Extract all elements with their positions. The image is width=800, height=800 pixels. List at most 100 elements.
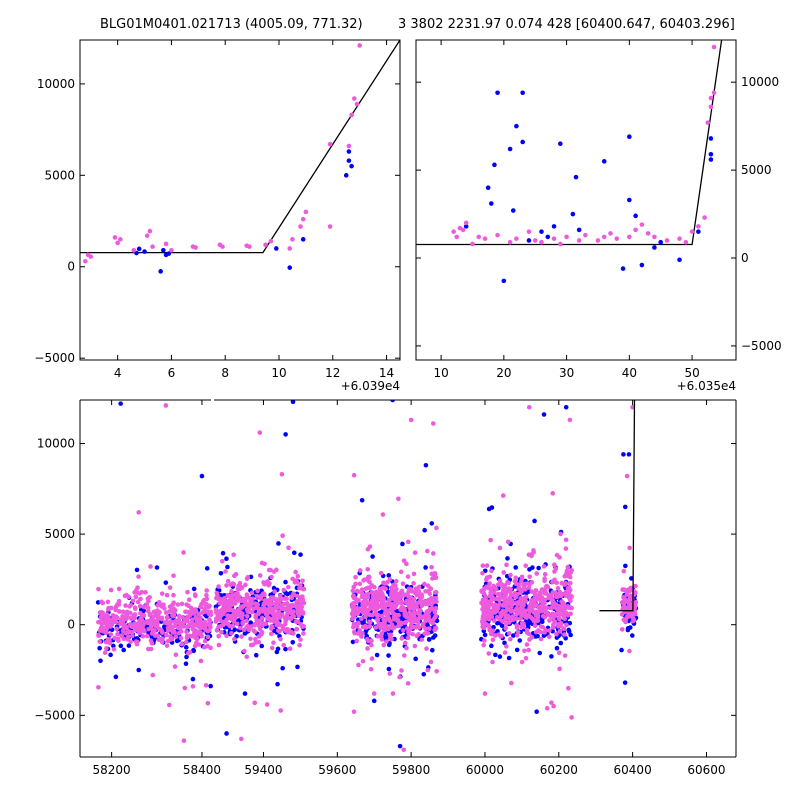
data-point-pink: [176, 630, 182, 636]
data-point-pink: [518, 596, 523, 601]
data-point-blue: [108, 652, 113, 658]
data-point-blue: [495, 90, 500, 96]
data-point-pink: [268, 631, 274, 637]
data-point-pink: [369, 603, 375, 609]
data-point-pink: [206, 604, 212, 610]
data-point-pink: [277, 593, 283, 599]
data-point-pink: [123, 603, 128, 608]
data-point-pink: [399, 636, 405, 641]
x-tick-label: 59800: [392, 763, 430, 777]
data-point-pink: [115, 240, 120, 246]
data-point-pink: [300, 578, 305, 584]
data-point-pink: [531, 610, 537, 615]
data-point-pink: [526, 585, 532, 590]
data-point-blue: [276, 541, 281, 546]
data-point-pink: [569, 594, 574, 599]
data-point-pink: [514, 633, 520, 638]
data-point-pink: [495, 232, 500, 238]
data-point-pink: [159, 615, 165, 621]
data-point-pink: [696, 224, 701, 229]
data-point-pink: [534, 571, 539, 576]
data-point-blue: [532, 518, 537, 524]
data-point-pink: [402, 613, 408, 618]
data-point-pink: [190, 684, 196, 689]
data-point-pink: [401, 747, 407, 753]
data-point-pink: [392, 583, 398, 588]
data-point-blue: [621, 452, 626, 457]
data-point-pink: [164, 592, 170, 598]
data-point-pink: [557, 666, 562, 672]
data-point-pink: [225, 621, 231, 627]
data-point-pink: [158, 627, 164, 633]
data-point-pink: [289, 611, 295, 617]
data-point-pink: [396, 593, 401, 599]
data-point-pink: [185, 650, 191, 656]
data-point-blue: [224, 556, 229, 562]
data-point-pink: [353, 581, 358, 587]
data-point-pink: [380, 512, 386, 517]
data-point-pink: [419, 637, 425, 642]
data-point-pink: [183, 639, 189, 645]
data-point-pink: [128, 622, 133, 628]
data-point-blue: [566, 627, 572, 633]
data-point-pink: [164, 632, 169, 638]
data-point-pink: [349, 112, 354, 118]
data-point-pink: [519, 600, 525, 605]
data-point-pink: [299, 607, 304, 612]
data-point-pink: [105, 599, 111, 605]
data-point-pink: [260, 606, 266, 612]
data-point-pink: [401, 558, 407, 563]
data-point-blue: [423, 565, 428, 570]
data-point-pink: [227, 594, 233, 599]
data-point-pink: [189, 609, 194, 615]
data-point-pink: [520, 622, 526, 628]
data-point-pink: [708, 104, 714, 110]
data-point-pink: [512, 591, 518, 596]
data-point-pink: [367, 619, 373, 625]
data-point-blue: [696, 229, 701, 234]
data-point-pink: [239, 634, 244, 639]
data-point-pink: [281, 642, 286, 648]
data-point-pink: [357, 607, 362, 612]
data-point-pink: [494, 608, 500, 614]
data-point-pink: [194, 631, 200, 636]
data-point-pink: [286, 545, 291, 551]
data-point-pink: [490, 637, 496, 643]
data-point-pink: [148, 564, 153, 569]
data-point-blue: [190, 676, 196, 682]
data-point-pink: [542, 614, 548, 620]
x-tick-label: 10: [433, 366, 448, 380]
data-point-pink: [163, 610, 169, 615]
data-point-pink: [411, 581, 416, 586]
data-point-pink: [359, 587, 365, 592]
data-point-blue: [343, 173, 349, 178]
data-point-pink: [503, 592, 509, 598]
panel-zoom-left: 4 6 8 10 12 14 −5000 0 5000 10000 +6.039e4: [34, 39, 401, 393]
data-point-pink: [542, 572, 548, 577]
data-point-pink: [303, 209, 309, 215]
data-point-pink: [179, 641, 185, 647]
y-tick-label: 10000: [37, 77, 75, 91]
data-point-pink: [416, 625, 422, 630]
data-point-blue: [514, 123, 519, 129]
data-point-pink: [569, 605, 574, 611]
data-point-pink: [108, 587, 114, 593]
data-point-blue: [430, 647, 435, 653]
data-point-pink: [205, 634, 211, 640]
x-tick-label: 14: [379, 366, 394, 380]
data-point-pink: [388, 632, 394, 638]
data-point-pink: [415, 591, 421, 597]
data-point-pink: [483, 621, 489, 627]
data-point-pink: [244, 618, 249, 624]
data-point-pink: [500, 493, 506, 498]
data-point-pink: [181, 738, 187, 743]
data-point-pink: [245, 613, 250, 619]
data-point-pink: [131, 247, 137, 253]
data-point-pink: [551, 703, 556, 709]
data-point-pink: [492, 633, 498, 638]
data-point-pink: [252, 629, 258, 634]
plot-area: [80, 40, 400, 274]
data-point-pink: [393, 578, 399, 584]
data-point-pink: [182, 685, 188, 691]
x-tick-label: 60200: [540, 763, 578, 777]
